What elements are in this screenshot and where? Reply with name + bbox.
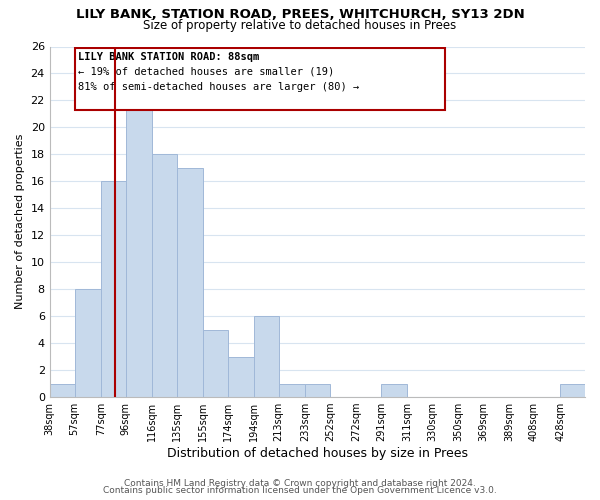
FancyBboxPatch shape xyxy=(74,48,445,110)
Bar xyxy=(381,384,407,397)
Bar xyxy=(74,289,101,397)
Bar xyxy=(279,384,305,397)
Bar xyxy=(254,316,279,397)
Text: 81% of semi-detached houses are larger (80) →: 81% of semi-detached houses are larger (… xyxy=(79,82,360,92)
Bar xyxy=(101,182,125,397)
X-axis label: Distribution of detached houses by size in Prees: Distribution of detached houses by size … xyxy=(167,447,468,460)
Bar xyxy=(125,100,152,397)
Text: Contains public sector information licensed under the Open Government Licence v3: Contains public sector information licen… xyxy=(103,486,497,495)
Text: Contains HM Land Registry data © Crown copyright and database right 2024.: Contains HM Land Registry data © Crown c… xyxy=(124,478,476,488)
Text: LILY BANK STATION ROAD: 88sqm: LILY BANK STATION ROAD: 88sqm xyxy=(79,52,260,62)
Bar xyxy=(203,330,227,397)
Bar xyxy=(227,356,254,397)
Text: ← 19% of detached houses are smaller (19): ← 19% of detached houses are smaller (19… xyxy=(79,66,335,76)
Bar xyxy=(560,384,585,397)
Bar xyxy=(305,384,330,397)
Text: LILY BANK, STATION ROAD, PREES, WHITCHURCH, SY13 2DN: LILY BANK, STATION ROAD, PREES, WHITCHUR… xyxy=(76,8,524,20)
Bar xyxy=(50,384,74,397)
Text: Size of property relative to detached houses in Prees: Size of property relative to detached ho… xyxy=(143,19,457,32)
Bar xyxy=(176,168,203,397)
Y-axis label: Number of detached properties: Number of detached properties xyxy=(15,134,25,310)
Bar xyxy=(152,154,176,397)
